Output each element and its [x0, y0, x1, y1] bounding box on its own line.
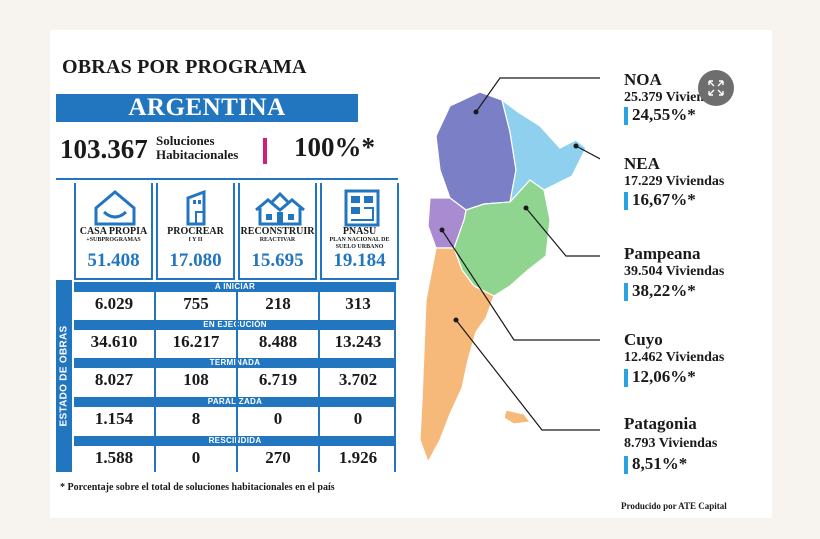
program-casa-propia: CASA PROPIA +SUBPROGRAMAS 51.408 [74, 183, 153, 280]
program-name: RECONSTRUIR [240, 226, 315, 237]
region-nea-percent: 16,67%* [624, 190, 696, 210]
region-pampeana-percent: 38,22%* [624, 281, 696, 301]
houses-icon [255, 191, 305, 226]
total-divider [263, 138, 267, 164]
table-cell: 218 [265, 294, 291, 313]
region-cuyo-viviendas: 12.462 Viviendas [624, 350, 725, 365]
region-nea-viviendas: 17.229 Viviendas [624, 174, 725, 189]
status-band-rescindida: RESCINDIDA [74, 436, 396, 446]
region-cuyo-shape [427, 197, 467, 249]
program-sub: +SUBPROGRAMAS [86, 237, 141, 243]
region-patagonia-percent: 8,51%* [624, 454, 687, 474]
building-icon [186, 189, 206, 226]
program-value: 51.408 [87, 250, 140, 271]
table-cell: 108 [183, 370, 209, 389]
status-band-a-iniciar: A INICIAR [74, 282, 396, 292]
table-cell: 13.243 [334, 332, 382, 351]
region-cuyo-percent: 12,06%* [624, 367, 696, 387]
table-cell: 8.488 [258, 332, 298, 351]
connector-patagonia-dot [453, 317, 459, 323]
table-top-rule [56, 178, 398, 180]
table-cell: 0 [353, 409, 363, 428]
connector-cuyo-dot [439, 227, 445, 233]
argentina-map [419, 77, 600, 464]
table-cell: 8 [191, 409, 201, 428]
status-band-en-ejecucion: EN EJECUCIÓN [74, 320, 396, 330]
credit: Producido por ATE Capital [621, 501, 727, 511]
house-icon [94, 190, 136, 226]
program-sub: I Y II [188, 237, 203, 243]
program-sub: REACTIVAR [259, 237, 296, 243]
table-cell: 270 [265, 448, 291, 467]
program-procrear: PROCREAR I Y II 17.080 [156, 183, 235, 280]
region-patagonia-viviendas: 8.793 Viviendas [624, 436, 718, 451]
region-patagonia-shape [419, 247, 495, 464]
program-value: 15.695 [251, 250, 304, 271]
table-cell: 0 [273, 409, 283, 428]
region-noa-name: NOA [624, 70, 662, 89]
connector-pampeana [525, 207, 600, 257]
connector-nea [575, 145, 600, 160]
connector-pampeana-dot [523, 205, 529, 211]
footnote: * Porcentaje sobre el total de solucione… [60, 482, 335, 493]
total-label: Soluciones Habitacionales [156, 133, 239, 162]
table-cell: 3.702 [338, 370, 378, 389]
status-band-paralizada: PARALIZADA [74, 397, 396, 407]
table-cell: 6.719 [258, 370, 298, 389]
table-cell: 6.029 [94, 294, 134, 313]
program-name: PROCREAR [167, 226, 224, 237]
total-value: 103.367 [60, 134, 148, 164]
region-noa-percent: 24,55%* [624, 105, 696, 125]
program-reconstruir: RECONSTRUIR REACTIVAR 15.695 [238, 183, 317, 280]
table-cell: 0 [191, 448, 201, 467]
region-nea-shape [501, 98, 587, 204]
status-band-terminada: TERMINADA [74, 358, 396, 368]
plan-icon [344, 189, 380, 227]
region-cuyo-name: Cuyo [624, 330, 663, 349]
program-name: PNASU [342, 226, 377, 237]
column-divider [318, 292, 320, 472]
program-pnasu: PNASU PLAN NACIONAL DE SUELO URBANO 19.1… [320, 183, 399, 280]
program-value: 17.080 [169, 250, 222, 271]
table-cell: 1.588 [94, 448, 134, 467]
table-cell: 16.217 [172, 332, 220, 351]
connector-noa [475, 77, 600, 113]
program-name: CASA PROPIA [79, 226, 148, 237]
region-nea-name: NEA [624, 154, 660, 173]
table-cell: 1.154 [94, 409, 134, 428]
expand-button[interactable] [698, 70, 734, 106]
program-value: 19.184 [333, 250, 386, 271]
connector-cuyo [441, 229, 600, 341]
table-cell: 755 [183, 294, 209, 313]
region-patagonia-name: Patagonia [624, 414, 697, 433]
table-cell: 8.027 [94, 370, 134, 389]
column-divider [236, 292, 238, 472]
table-cell: 34.610 [90, 332, 138, 351]
connector-nea-dot [573, 143, 579, 149]
table-cell: 1.926 [338, 448, 378, 467]
total-percent: 100%* [294, 132, 375, 162]
column-divider [154, 292, 156, 472]
column-divider [394, 292, 396, 472]
region-pampeana-viviendas: 39.504 Viviendas [624, 264, 725, 279]
connector-noa-dot [473, 109, 479, 115]
table-cell: 313 [345, 294, 371, 313]
expand-icon [708, 80, 724, 96]
program-sub: PLAN NACIONAL DE SUELO URBANO [329, 237, 390, 250]
region-tierra-del-fuego-shape [503, 409, 532, 425]
page-title: OBRAS POR PROGRAMA [62, 56, 307, 78]
region-pampeana-name: Pampeana [624, 244, 701, 263]
status-side-label: ESTADO DE OBRAS [56, 280, 72, 472]
connector-patagonia [455, 319, 600, 431]
country-banner: ARGENTINA [56, 94, 358, 122]
